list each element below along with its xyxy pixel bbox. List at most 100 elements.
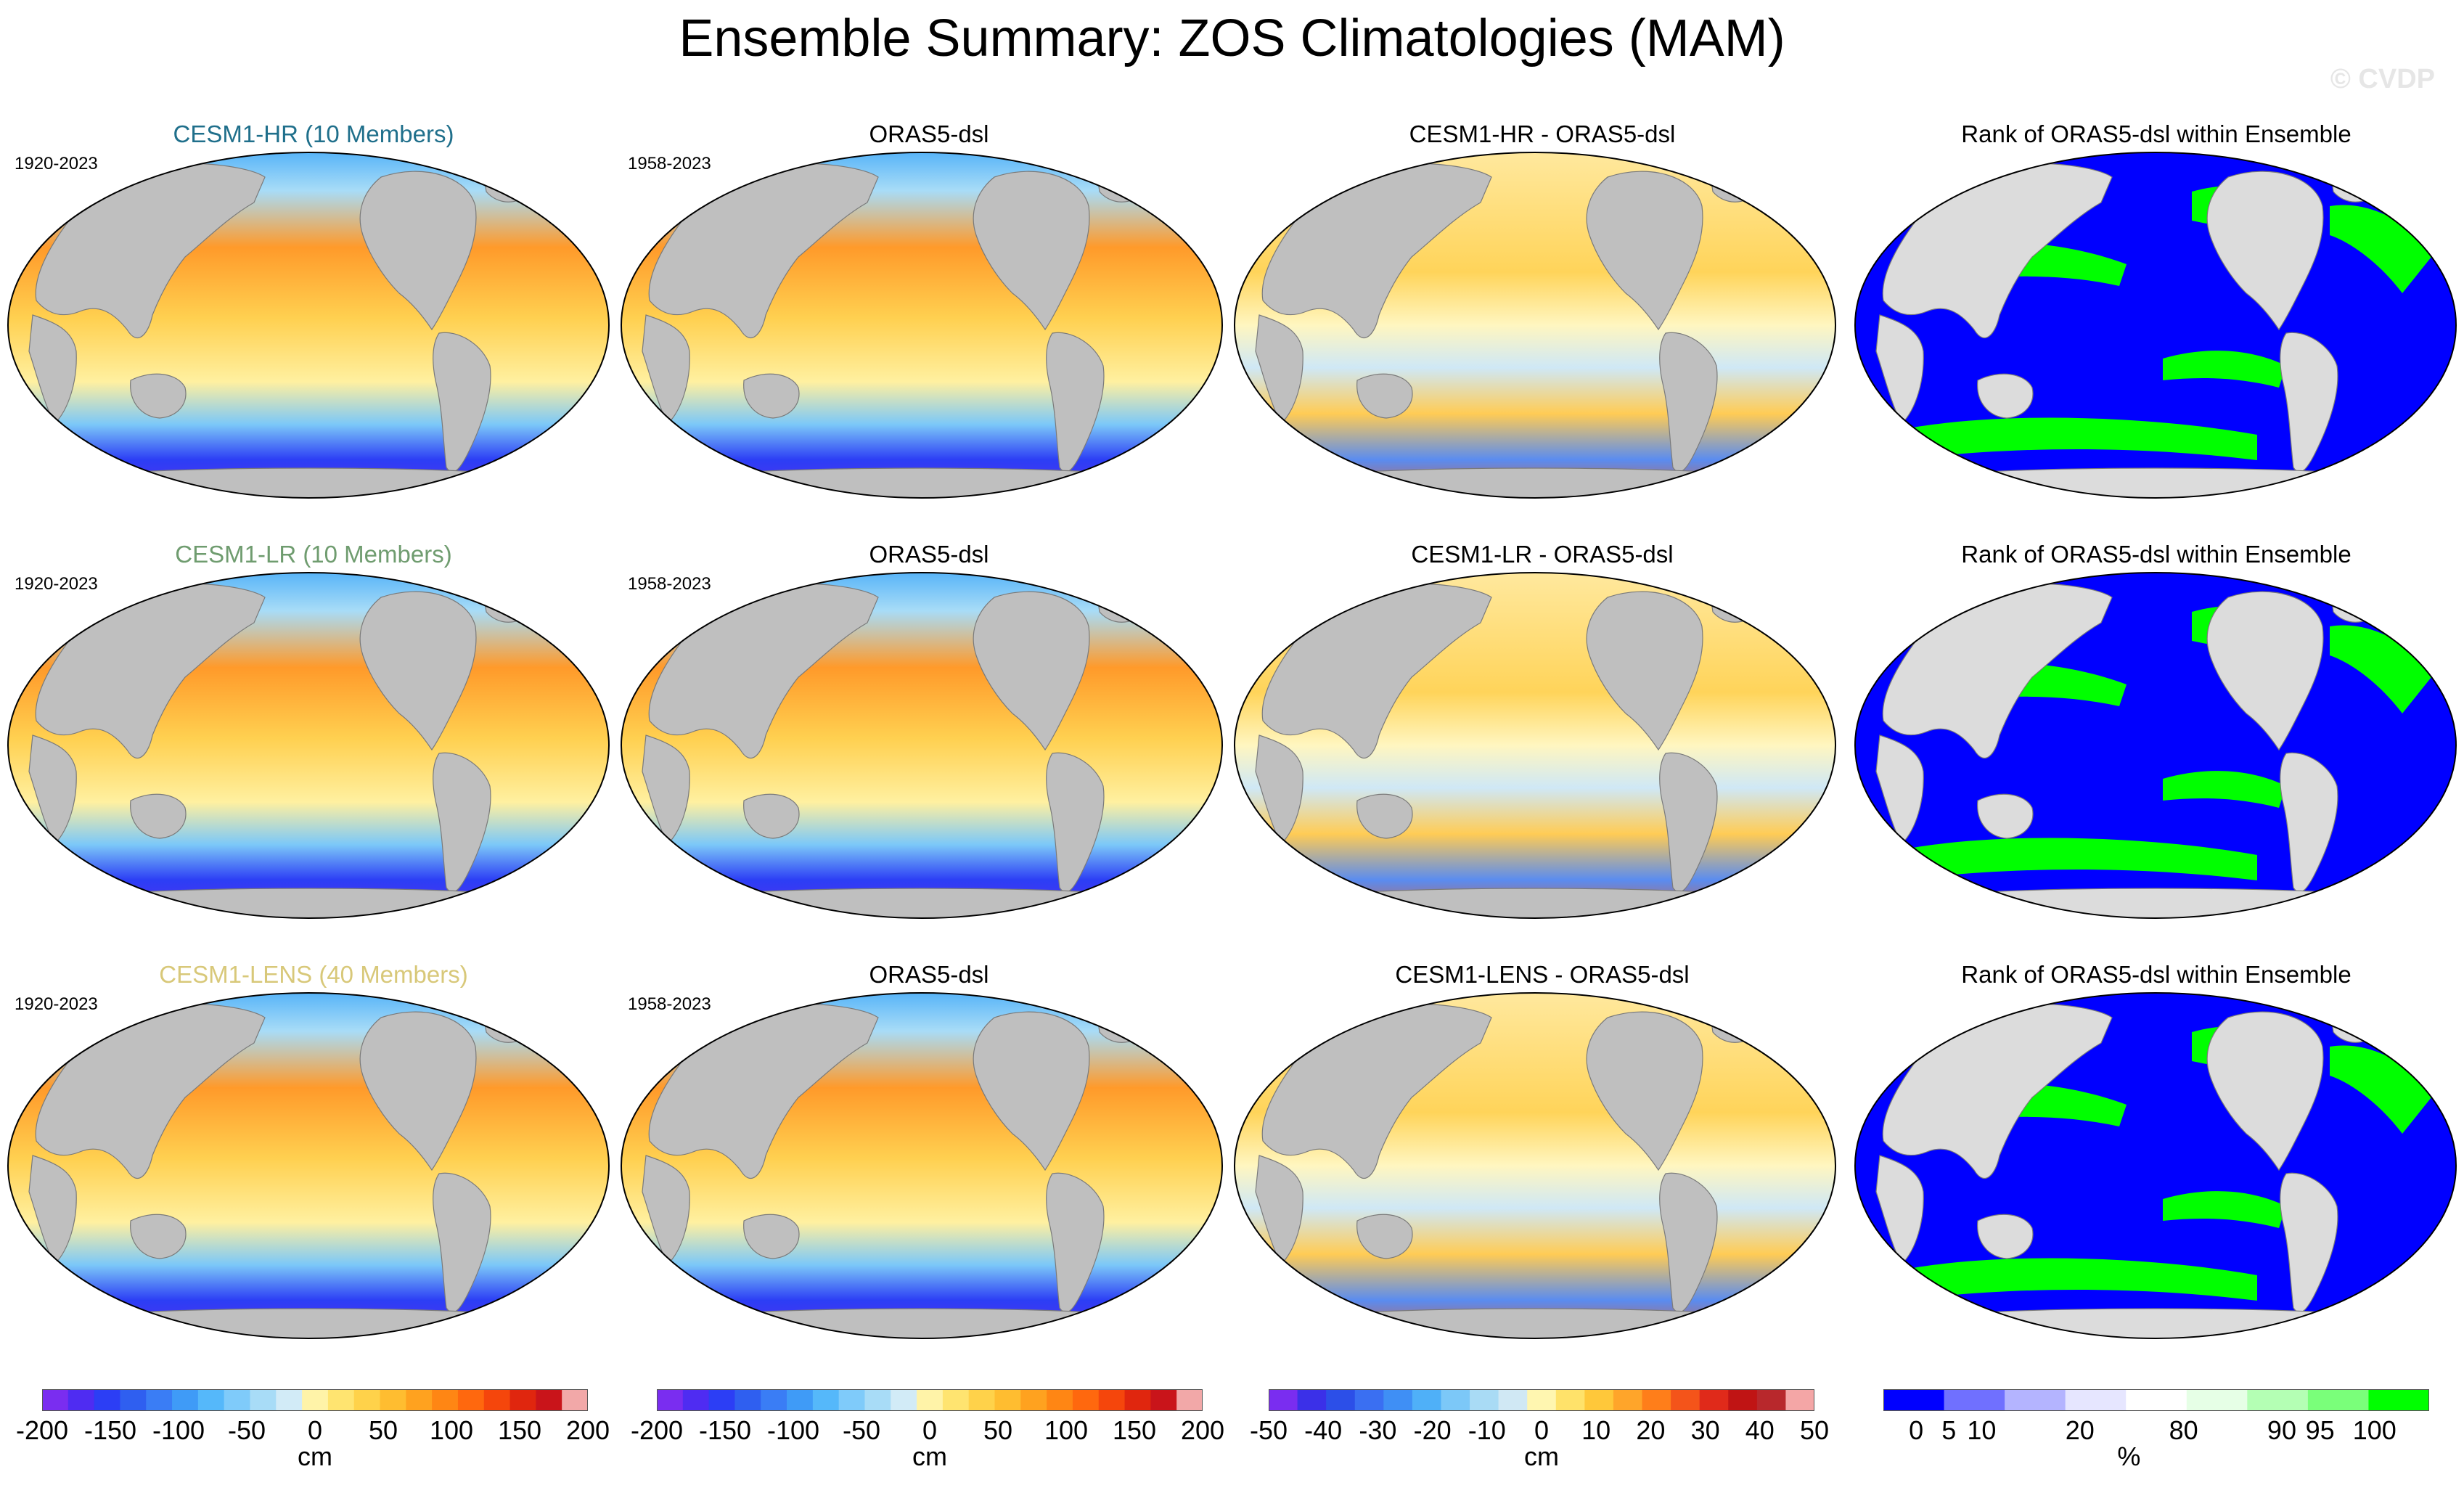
- colorbar-swatch: [432, 1389, 459, 1411]
- colorbar-swatch: [1354, 1389, 1384, 1411]
- map-diff: [1234, 572, 1836, 919]
- colorbar-tick-label: 200: [565, 1415, 610, 1445]
- land-mass: [1317, 1308, 1753, 1338]
- land-mass: [130, 373, 187, 419]
- panel-title-model: CESM1-HR (10 Members): [173, 120, 454, 147]
- map-diff: [1234, 992, 1836, 1339]
- colorbar-swatch: [1671, 1389, 1700, 1411]
- colorbar-swatch: [1412, 1389, 1441, 1411]
- land-mass: [1586, 591, 1703, 751]
- colorbar-swatch: [2065, 1389, 2127, 1411]
- colorbar-tick-label: -30: [1359, 1415, 1397, 1445]
- land-mass: [359, 171, 477, 331]
- panel-years: 1958-2023: [628, 994, 711, 1014]
- colorbar-swatch: [1555, 1389, 1585, 1411]
- colorbar-tick-label: 100: [1044, 1415, 1089, 1445]
- colorbar-swatch: [942, 1389, 970, 1411]
- map-obs: [621, 572, 1223, 919]
- land-mass: [1586, 171, 1703, 331]
- map-border: [1854, 992, 2457, 1339]
- colorbar-swatch: [2307, 1389, 2369, 1411]
- colorbar-unit: cm: [912, 1441, 947, 1471]
- colorbar-swatch: [536, 1389, 562, 1411]
- colorbar-swatch: [509, 1389, 536, 1411]
- colorbar-tick-label: 95: [2305, 1415, 2335, 1445]
- land-mass: [648, 583, 879, 759]
- colorbar-swatch: [891, 1389, 917, 1411]
- colorbar-swatch: [734, 1389, 761, 1411]
- colorbar-tick-label: -200: [15, 1415, 69, 1445]
- land-mass: [1875, 735, 1924, 846]
- map-border: [7, 152, 610, 499]
- land-mass: [1882, 583, 2113, 759]
- colorbar-swatch: [1098, 1389, 1126, 1411]
- panel-title-obs: ORAS5-dsl: [869, 120, 989, 147]
- land-mass: [1046, 752, 1105, 893]
- panel-title-diff: CESM1-HR - ORAS5-dsl: [1409, 120, 1676, 147]
- colorbar-swatch: [1297, 1389, 1327, 1411]
- colorbar-swatch: [353, 1389, 381, 1411]
- map-obs: [621, 992, 1223, 1339]
- map-obs: [621, 152, 1223, 499]
- colorbar-tick-label: 50: [983, 1415, 1013, 1445]
- land-mass: [2280, 1172, 2338, 1313]
- panel-title-diff: CESM1-LR - ORAS5-dsl: [1411, 541, 1674, 568]
- colorbar: [1269, 1389, 1814, 1411]
- map-diff: [1234, 152, 1836, 499]
- colorbar-unit: cm: [298, 1441, 332, 1471]
- land-mass: [743, 1214, 800, 1259]
- colorbar-swatch: [838, 1389, 865, 1411]
- colorbar-swatch: [1150, 1389, 1177, 1411]
- map-model: [7, 572, 610, 919]
- colorbar-swatch: [1124, 1389, 1151, 1411]
- map-border: [621, 992, 1223, 1339]
- land-mass: [1659, 752, 1718, 893]
- colorbar-tick-label: 200: [1180, 1415, 1225, 1445]
- land-mass: [973, 1011, 1090, 1171]
- colorbar-swatch: [1441, 1389, 1470, 1411]
- land-mass: [648, 163, 879, 339]
- panel-title-obs: ORAS5-dsl: [869, 961, 989, 988]
- land-mass: [743, 793, 800, 839]
- colorbar-swatch: [380, 1389, 406, 1411]
- colorbar-tick-label: 20: [1636, 1415, 1666, 1445]
- colorbar-swatch: [483, 1389, 511, 1411]
- colorbar-swatch: [1756, 1389, 1786, 1411]
- land-mass: [433, 1172, 491, 1313]
- colorbar-swatch: [1176, 1389, 1203, 1411]
- land-mass: [2280, 332, 2338, 472]
- colorbar-swatch: [917, 1389, 944, 1411]
- colorbar-swatch: [197, 1389, 225, 1411]
- land-mass: [130, 1214, 187, 1259]
- land-mass: [1977, 793, 2034, 839]
- colorbar-swatch: [1883, 1389, 1945, 1411]
- colorbar-swatch: [42, 1389, 69, 1411]
- land-mass: [28, 314, 77, 425]
- colorbar-swatch: [1699, 1389, 1729, 1411]
- colorbar-swatch: [787, 1389, 814, 1411]
- colorbar-swatch: [2126, 1389, 2187, 1411]
- land-mass: [1882, 1003, 2113, 1179]
- cvdp-watermark: © CVDP: [2330, 64, 2435, 94]
- land-mass: [1875, 314, 1924, 425]
- colorbar-tick-label: -200: [630, 1415, 684, 1445]
- land-mass: [1937, 467, 2374, 498]
- colorbar-tick-label: 90: [2267, 1415, 2296, 1445]
- colorbar-tick-label: 100: [2352, 1415, 2397, 1445]
- colorbar-swatch: [657, 1389, 684, 1411]
- land-mass: [1882, 163, 2113, 339]
- colorbar: [657, 1389, 1203, 1411]
- page-title: Ensemble Summary: ZOS Climatologies (MAM…: [679, 9, 1785, 68]
- colorbar-tick-label: 100: [429, 1415, 474, 1445]
- colorbar-tick-label: -100: [766, 1415, 820, 1445]
- land-mass: [642, 1155, 690, 1266]
- land-mass: [1937, 888, 2374, 918]
- colorbar-swatch: [2368, 1389, 2429, 1411]
- colorbar-swatch: [1527, 1389, 1557, 1411]
- land-mass: [1356, 373, 1413, 419]
- colorbar-tick-label: 20: [2065, 1415, 2095, 1445]
- land-mass: [1046, 1172, 1105, 1313]
- colorbar-unit: %: [2117, 1441, 2141, 1471]
- land-mass: [1659, 332, 1718, 472]
- map-border: [7, 572, 610, 919]
